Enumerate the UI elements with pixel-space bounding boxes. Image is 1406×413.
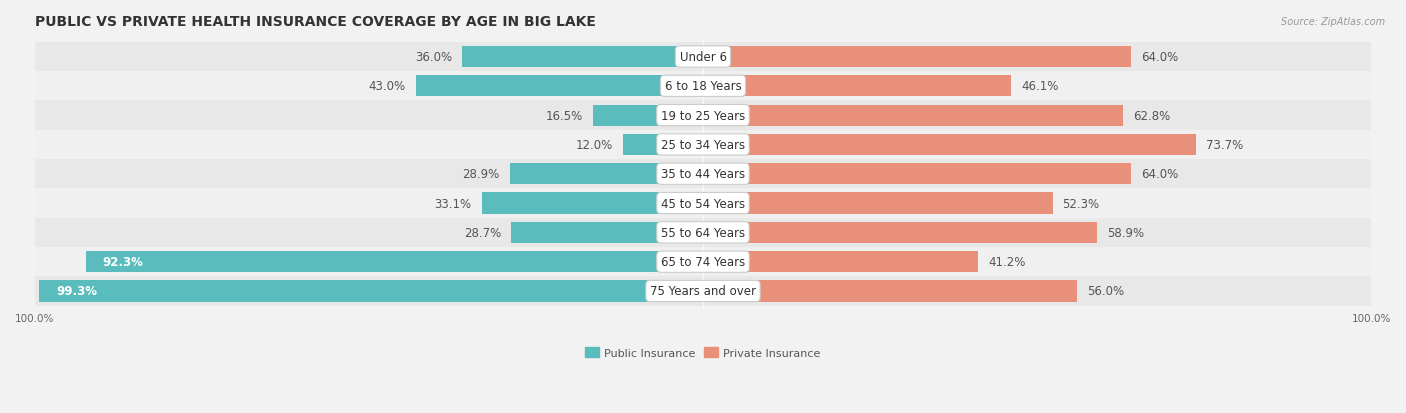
Text: PUBLIC VS PRIVATE HEALTH INSURANCE COVERAGE BY AGE IN BIG LAKE: PUBLIC VS PRIVATE HEALTH INSURANCE COVER…: [35, 15, 596, 29]
Bar: [463, 47, 703, 68]
Bar: [703, 105, 1123, 126]
Text: 19 to 25 Years: 19 to 25 Years: [661, 109, 745, 122]
Text: Source: ZipAtlas.com: Source: ZipAtlas.com: [1281, 17, 1385, 26]
Bar: [703, 193, 1053, 214]
Bar: [35, 101, 1371, 131]
Text: 65 to 74 Years: 65 to 74 Years: [661, 256, 745, 268]
Bar: [35, 247, 1371, 277]
Text: 92.3%: 92.3%: [103, 256, 143, 268]
Bar: [593, 105, 703, 126]
Bar: [510, 164, 703, 185]
Text: 28.9%: 28.9%: [463, 168, 501, 181]
Text: 52.3%: 52.3%: [1063, 197, 1099, 210]
Text: 55 to 64 Years: 55 to 64 Years: [661, 226, 745, 239]
Text: 36.0%: 36.0%: [415, 51, 453, 64]
Bar: [416, 76, 703, 97]
Bar: [35, 160, 1371, 189]
Text: 75 Years and over: 75 Years and over: [650, 285, 756, 298]
Text: Under 6: Under 6: [679, 51, 727, 64]
Text: 99.3%: 99.3%: [56, 285, 97, 298]
Bar: [703, 281, 1077, 302]
Text: 56.0%: 56.0%: [1087, 285, 1125, 298]
Text: 58.9%: 58.9%: [1107, 226, 1144, 239]
Text: 25 to 34 Years: 25 to 34 Years: [661, 139, 745, 152]
Bar: [703, 252, 979, 273]
Text: 73.7%: 73.7%: [1205, 139, 1243, 152]
Text: 64.0%: 64.0%: [1140, 168, 1178, 181]
Text: 45 to 54 Years: 45 to 54 Years: [661, 197, 745, 210]
Bar: [35, 189, 1371, 218]
Bar: [623, 135, 703, 156]
Bar: [482, 193, 703, 214]
Text: 33.1%: 33.1%: [434, 197, 472, 210]
Text: 46.1%: 46.1%: [1021, 80, 1059, 93]
Bar: [703, 164, 1130, 185]
Bar: [703, 76, 1011, 97]
Bar: [35, 131, 1371, 160]
Legend: Public Insurance, Private Insurance: Public Insurance, Private Insurance: [581, 343, 825, 363]
Text: 28.7%: 28.7%: [464, 226, 501, 239]
Text: 43.0%: 43.0%: [368, 80, 405, 93]
Bar: [35, 277, 1371, 306]
Bar: [703, 222, 1097, 243]
Text: 41.2%: 41.2%: [988, 256, 1026, 268]
Text: 35 to 44 Years: 35 to 44 Years: [661, 168, 745, 181]
Bar: [35, 72, 1371, 101]
Bar: [35, 43, 1371, 72]
Text: 6 to 18 Years: 6 to 18 Years: [665, 80, 741, 93]
Bar: [703, 135, 1195, 156]
Bar: [86, 252, 703, 273]
Text: 62.8%: 62.8%: [1133, 109, 1170, 122]
Bar: [39, 281, 703, 302]
Text: 64.0%: 64.0%: [1140, 51, 1178, 64]
Text: 12.0%: 12.0%: [575, 139, 613, 152]
Bar: [512, 222, 703, 243]
Bar: [703, 47, 1130, 68]
Text: 16.5%: 16.5%: [546, 109, 582, 122]
Bar: [35, 218, 1371, 247]
